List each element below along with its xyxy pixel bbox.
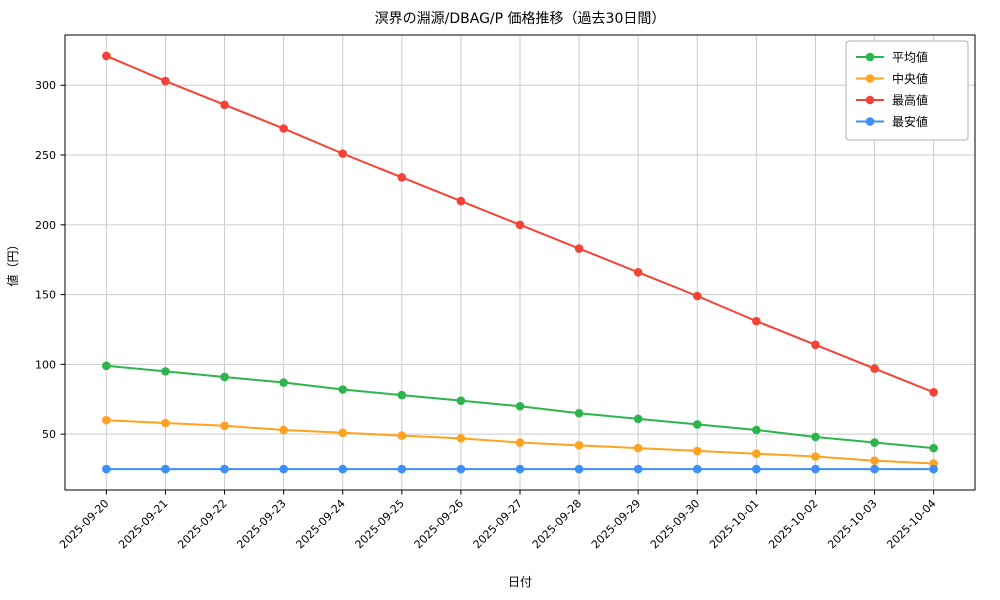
y-tick-label: 100 <box>35 358 56 371</box>
data-point <box>574 464 584 474</box>
data-point <box>633 267 643 277</box>
data-point <box>811 452 820 461</box>
data-point <box>752 316 761 326</box>
data-point <box>574 408 584 418</box>
data-point <box>397 431 407 440</box>
data-point <box>220 421 229 431</box>
data-point <box>515 220 525 230</box>
data-point <box>929 443 938 453</box>
data-point <box>870 456 879 465</box>
y-tick-label: 300 <box>35 79 56 92</box>
data-point <box>338 464 348 474</box>
legend-marker <box>865 95 875 105</box>
data-point <box>102 464 111 474</box>
data-point <box>633 414 643 424</box>
data-point <box>811 340 820 350</box>
data-point <box>338 385 348 394</box>
y-axis-label: 値（円） <box>5 238 20 286</box>
y-tick-label: 150 <box>35 289 56 302</box>
data-point <box>102 361 111 371</box>
gridlines <box>65 35 975 490</box>
data-point <box>870 364 879 373</box>
data-point <box>279 124 288 133</box>
data-point <box>515 401 525 411</box>
y-tick-label: 200 <box>35 219 56 232</box>
data-point <box>929 464 938 474</box>
legend-box <box>845 40 969 141</box>
data-point <box>515 464 525 474</box>
series-最安値 <box>102 464 938 474</box>
data-point <box>102 415 111 425</box>
data-point <box>279 464 288 474</box>
data-point <box>220 100 229 110</box>
legend-label: 中央値 <box>892 71 928 86</box>
data-point <box>161 76 170 86</box>
data-point <box>397 390 407 400</box>
legend-marker <box>865 52 875 62</box>
legend-marker <box>865 74 875 83</box>
data-point <box>456 434 466 443</box>
x-axis-label: 日付 <box>508 575 532 589</box>
data-point <box>692 464 702 474</box>
data-point <box>338 149 348 158</box>
data-point <box>397 173 407 182</box>
data-point <box>929 388 938 397</box>
series-最高値 <box>102 51 938 397</box>
data-point <box>161 367 170 376</box>
data-point <box>633 464 643 474</box>
legend-label: 最安値 <box>892 114 928 129</box>
series-中央値 <box>102 415 938 468</box>
data-point <box>633 443 643 453</box>
series-平均値 <box>102 361 938 453</box>
legend-marker <box>865 117 875 126</box>
data-point <box>338 428 348 438</box>
data-point <box>515 438 525 447</box>
data-point <box>161 418 170 428</box>
data-point <box>220 464 229 474</box>
data-point <box>752 449 761 459</box>
data-point <box>692 291 702 301</box>
chart-title: 溟界の淵源/DBAG/P 価格推移（過去30日間） <box>375 11 666 27</box>
data-point <box>456 464 466 474</box>
data-point <box>161 464 170 474</box>
legend-label: 平均値 <box>892 50 928 65</box>
y-tick-label: 50 <box>42 428 56 441</box>
data-point <box>279 425 288 435</box>
data-point <box>811 432 820 442</box>
data-point <box>752 425 761 435</box>
data-point <box>574 441 584 450</box>
data-point <box>692 420 702 429</box>
data-point <box>220 372 229 382</box>
data-point <box>811 464 820 474</box>
data-point <box>279 378 288 387</box>
data-point <box>692 446 702 456</box>
data-point <box>574 244 584 253</box>
data-point <box>102 51 111 61</box>
legend-label: 最高値 <box>892 93 928 108</box>
data-point <box>397 464 407 474</box>
data-point <box>456 196 466 206</box>
data-point <box>870 438 879 447</box>
data-point <box>752 464 761 474</box>
data-point <box>456 396 466 405</box>
y-tick-label: 250 <box>35 149 56 162</box>
data-point <box>870 464 879 474</box>
